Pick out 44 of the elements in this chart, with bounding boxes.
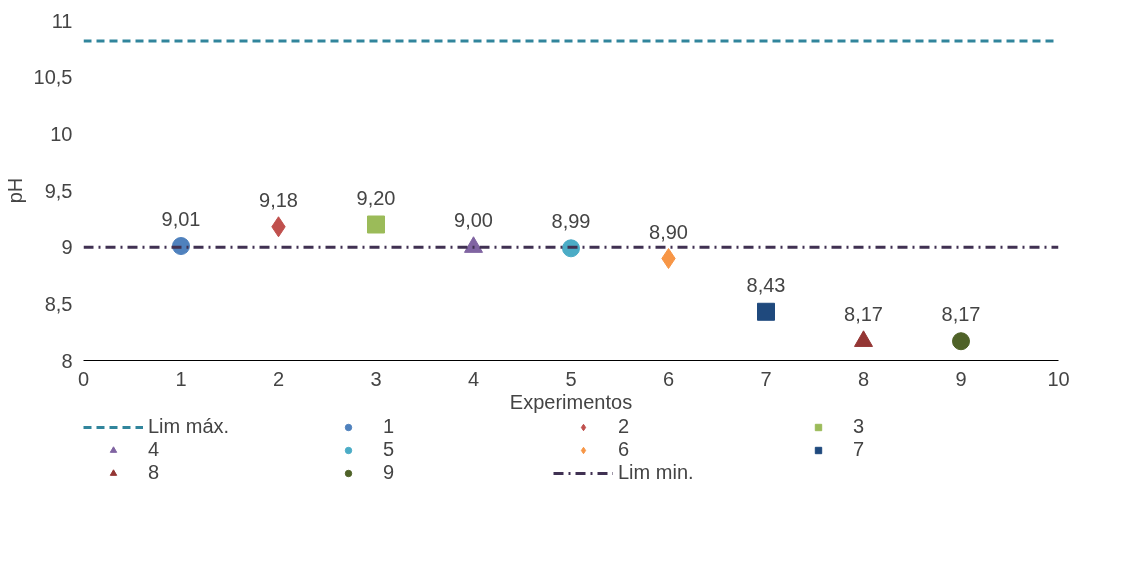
legend-label: 3: [853, 415, 866, 438]
legend-label: 7: [853, 438, 866, 461]
point: [757, 302, 775, 321]
y-tick-label: 9: [61, 236, 73, 259]
data-label: 9,00: [454, 209, 493, 232]
legend-label: 5: [383, 438, 396, 461]
legend-label: 4: [148, 438, 161, 461]
x-tick-label: 10: [1047, 367, 1070, 390]
legend-label: 8: [148, 461, 161, 484]
data-label: 8,43: [746, 273, 786, 296]
x-tick-label: 3: [370, 367, 382, 390]
point: [661, 248, 676, 269]
data-label: 8,17: [941, 303, 981, 326]
x-tick-label: 8: [857, 367, 870, 390]
data-label: 9,01: [161, 208, 201, 231]
legend-label: 6: [618, 438, 631, 461]
x-tick-label: 7: [760, 367, 772, 390]
legend-label: 2: [618, 415, 631, 438]
x-tick-label: 1: [175, 367, 187, 390]
legend-label: 1: [383, 415, 396, 438]
data-label: 8,17: [844, 303, 883, 326]
y-tick-label: 10: [50, 122, 73, 145]
y-tick-label: 10,5: [33, 66, 73, 89]
point: [952, 332, 970, 351]
x-axis-title: Experimentos: [509, 390, 633, 413]
legend-label: 9: [383, 461, 396, 484]
y-tick-label: 9,5: [44, 179, 73, 202]
y-tick-label: 8: [61, 349, 73, 372]
x-tick-label: 2: [272, 367, 285, 390]
x-tick-label: 9: [955, 367, 967, 390]
x-tick-label: 4: [467, 367, 480, 390]
data-label: 9,20: [356, 186, 396, 209]
y-tick-label: 11: [51, 9, 73, 32]
x-tick-label: 5: [565, 367, 577, 390]
data-label: 9,18: [259, 188, 298, 211]
data-label: 8,90: [649, 220, 688, 243]
legend-label: Lim min.: [618, 461, 695, 484]
point: [367, 215, 385, 234]
x-tick-label: 0: [77, 367, 90, 390]
x-tick-label: 6: [662, 367, 675, 390]
data-label: 8,99: [551, 210, 591, 233]
legend-label: Lim máx.: [148, 415, 231, 438]
y-axis-title: pH: [3, 177, 26, 204]
y-tick-label: 8,5: [44, 292, 73, 315]
